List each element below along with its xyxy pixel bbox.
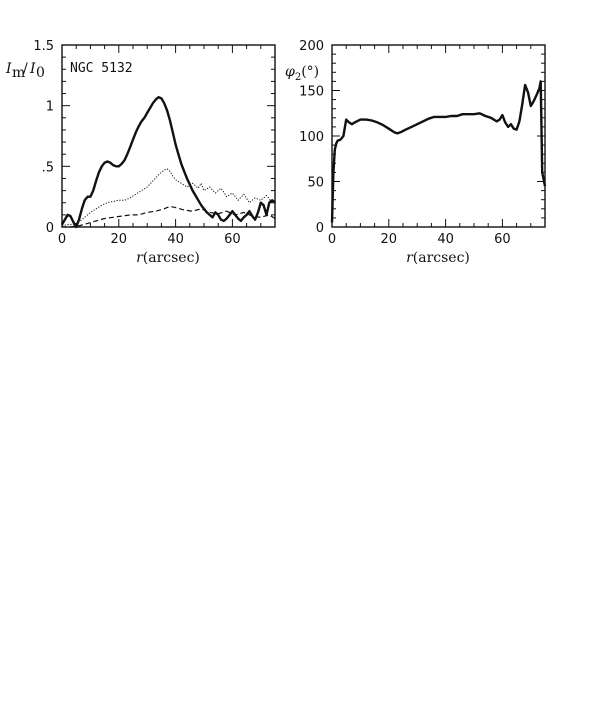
panel-left-amplitude: 0 20 40 60 0 .5 1 1.5 NGC 5132 I m / I 0 r(arcs… <box>5 39 276 266</box>
y-label-sub-0: 0 <box>36 65 45 81</box>
series-line-solid <box>60 95 276 229</box>
y-tick-label: .5 <box>42 160 54 175</box>
panel-right-phase: 0 20 40 60 0 50 100 150 200 φ2(°) r(arcsec) <box>285 39 547 266</box>
tick-labels-left: 0 20 40 60 0 .5 1 1.5 <box>33 39 240 247</box>
series-line-solid <box>330 80 547 223</box>
y-label-I0: I <box>29 61 36 77</box>
x-tick-label: 60 <box>494 232 511 247</box>
y-tick-label: 100 <box>299 130 324 145</box>
y-tick-label: 0 <box>316 221 324 236</box>
x-tick-label: 40 <box>437 232 454 247</box>
x-tick-label: 0 <box>58 232 66 247</box>
plot-frame-left <box>61 44 276 228</box>
series-line-dashed <box>62 205 276 228</box>
y-axis-label-right: φ2(°) <box>285 64 319 83</box>
series-right <box>330 80 547 223</box>
y-label-slash: / <box>23 61 28 77</box>
y-tick-label: 50 <box>307 176 324 191</box>
series-left <box>60 95 276 229</box>
y-tick-label: 1 <box>46 100 54 115</box>
y-tick-label: 1.5 <box>33 39 54 54</box>
series-line-dotted <box>61 168 273 227</box>
x-tick-label: 60 <box>224 232 241 247</box>
y-tick-label: 0 <box>46 221 54 236</box>
y-tick-label: 150 <box>299 85 324 100</box>
x-tick-label: 20 <box>381 232 398 247</box>
tick-labels-right: 0 20 40 60 0 50 100 150 200 <box>299 39 511 247</box>
x-tick-label: 0 <box>328 232 336 247</box>
plot-frame-right <box>331 44 546 228</box>
x-tick-label: 40 <box>167 232 184 247</box>
y-label-sub-m: m <box>12 65 25 81</box>
x-tick-label: 20 <box>111 232 128 247</box>
galaxy-annotation: NGC 5132 <box>70 61 133 76</box>
y-label-I: I <box>5 61 12 77</box>
ticks-right <box>331 44 546 228</box>
x-axis-label-left: r(arcsec) <box>136 250 200 266</box>
ticks-left <box>61 44 276 228</box>
x-axis-label-right: r(arcsec) <box>406 250 470 266</box>
y-tick-label: 200 <box>299 39 324 54</box>
y-axis-label-left: I m / I 0 <box>5 61 45 81</box>
